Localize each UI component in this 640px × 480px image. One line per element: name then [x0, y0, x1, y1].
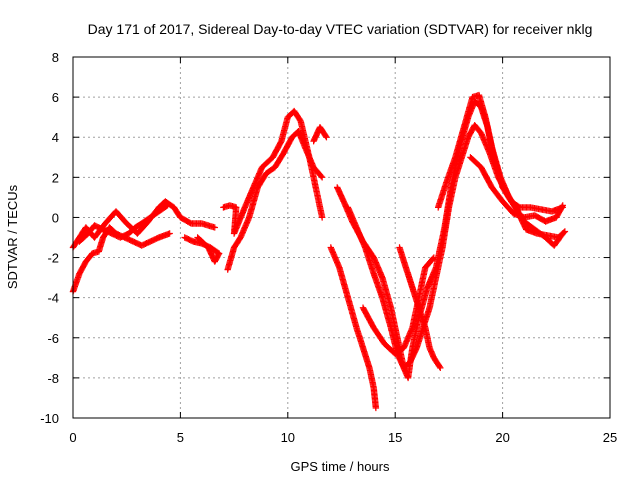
x-tick-label: 0 [69, 430, 76, 445]
x-tick-label: 5 [177, 430, 184, 445]
y-tick-label: 0 [52, 210, 59, 225]
data-point [561, 228, 569, 235]
data-point [436, 363, 443, 370]
data-point [322, 132, 329, 140]
series-track-3 [76, 202, 171, 245]
y-tick-label: -6 [47, 331, 59, 346]
x-tick-label: 20 [495, 430, 509, 445]
series-track-7 [310, 124, 330, 145]
y-tick-label: 2 [52, 170, 59, 185]
data-point [195, 235, 202, 242]
data-point [437, 364, 444, 372]
data-point [372, 404, 380, 412]
data-point [560, 229, 568, 236]
chart-title: Day 171 of 2017, Sidereal Day-to-day VTE… [88, 21, 593, 37]
series-track-8 [334, 97, 566, 382]
series-track-12 [396, 244, 444, 372]
y-tick-label: -2 [47, 251, 59, 266]
x-tick-label: 15 [388, 430, 402, 445]
data-point [318, 174, 326, 181]
data-point [194, 234, 201, 241]
data-point [558, 203, 566, 210]
y-tick-label: 6 [52, 90, 59, 105]
data-point [211, 224, 218, 231]
x-tick-label: 10 [281, 430, 295, 445]
series-track-6 [224, 128, 326, 273]
y-tick-label: -10 [40, 411, 59, 426]
y-axis-label: SDTVAR / TECUs [5, 184, 20, 289]
data-point [318, 214, 326, 221]
data-point [559, 202, 566, 209]
data-marks [69, 91, 569, 412]
data-point [164, 202, 171, 209]
ticks: 0 5 10 15 20 25 -10 -8 -6 -4 -2 0 2 4 6 8 [40, 50, 617, 445]
x-axis-label: GPS time / hours [291, 459, 390, 474]
series-track-14 [467, 154, 566, 225]
y-tick-label: 8 [52, 50, 59, 65]
plot-frame [72, 56, 611, 419]
series-track-9 [327, 244, 380, 412]
x-tick-label: 25 [603, 430, 617, 445]
data-point [166, 230, 173, 237]
data-point [429, 255, 437, 262]
data-point [163, 203, 170, 210]
y-tick-label: -4 [47, 291, 59, 306]
data-point [430, 254, 438, 261]
y-tick-label: 4 [52, 130, 59, 145]
series-track-13 [435, 91, 569, 241]
y-tick-label: -8 [47, 371, 59, 386]
data-point [318, 173, 325, 180]
series-track-4 [181, 234, 223, 265]
data-point [323, 134, 330, 141]
